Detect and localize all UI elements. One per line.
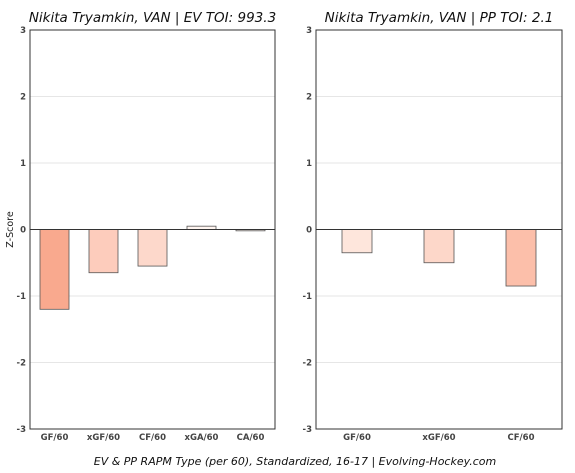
x-tick-label: GF/60 (343, 433, 371, 443)
x-tick-label: xGF/60 (87, 433, 120, 443)
y-tick-label: -1 (17, 292, 27, 302)
bar-xgf-60 (88, 229, 119, 274)
x-tick-label: GF/60 (41, 433, 69, 443)
y-tick-label: -2 (303, 359, 313, 369)
y-tick-label: -2 (17, 359, 27, 369)
y-tick-label: 1 (20, 159, 26, 169)
y-tick-label: 2 (306, 93, 312, 103)
chart-title: Nikita Tryamkin, VAN | EV TOI: 993.3 (29, 10, 276, 26)
chart-panel-2: 3 2 1 0 -1 -2 -3 GF/60 xGF/60 CF/60 Nikita Tryamki… (303, 10, 563, 443)
x-tick-label: xGF/60 (422, 433, 455, 443)
bar-cf-60 (505, 229, 537, 287)
bar-gf-60 (39, 229, 70, 310)
x-tick-label: CA/60 (237, 433, 265, 443)
x-tick-label: CF/60 (508, 433, 535, 443)
plot-frame (315, 29, 563, 430)
x-tick-label: xGA/60 (185, 433, 219, 443)
y-tick-label: 0 (306, 226, 312, 236)
chart-title: Nikita Tryamkin, VAN | PP TOI: 2.1 (325, 10, 554, 26)
y-tick-label: 1 (306, 159, 312, 169)
chart-panel-1: 3 2 1 0 -1 -2 -3 GF/60 xGF/60 CF/60 xGA/60 CA/60 Nik… (5, 10, 276, 443)
y-tick-label: 3 (20, 26, 26, 36)
y-tick-label: 2 (20, 93, 26, 103)
y-tick-label: -3 (17, 425, 27, 435)
y-tick-label: 3 (306, 26, 312, 36)
y-axis-label: Z-Score (5, 211, 16, 248)
figure-caption: EV & PP RAPM Type (per 60), Standardized… (94, 455, 497, 468)
y-tick-label: -1 (303, 292, 313, 302)
bar-cf-60 (137, 229, 168, 267)
plot-frame (29, 29, 276, 430)
bar-gf-60 (341, 229, 373, 254)
x-tick-label: CF/60 (139, 433, 166, 443)
y-tick-label: -3 (303, 425, 313, 435)
bar-xgf-60 (423, 229, 455, 264)
y-tick-label: 0 (20, 226, 26, 236)
